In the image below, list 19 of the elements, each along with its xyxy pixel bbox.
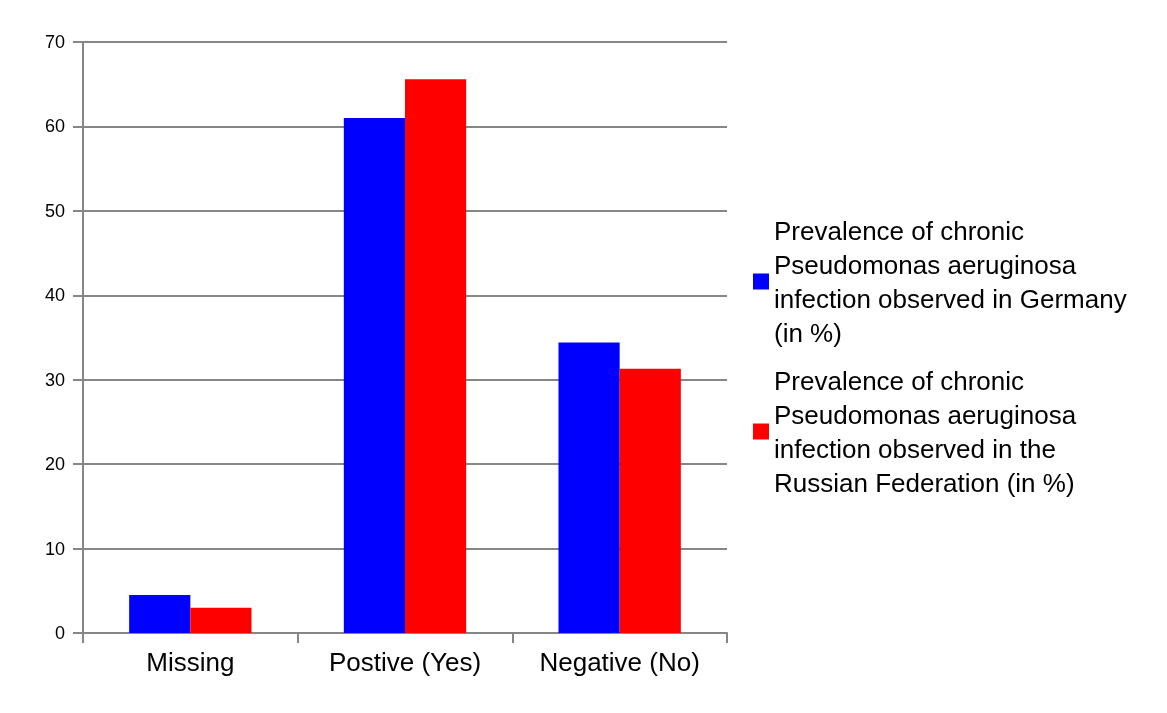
y-tick-label: 20 <box>44 454 65 475</box>
y-tick-label: 60 <box>44 116 65 137</box>
bar <box>129 595 191 633</box>
x-tick-label: Postive (Yes) <box>328 647 482 677</box>
y-tick-label: 70 <box>44 32 65 52</box>
y-tick-label: 10 <box>44 538 65 559</box>
bar <box>405 79 467 633</box>
y-tick-label: 30 <box>44 369 65 390</box>
bar <box>190 607 252 633</box>
bar <box>558 342 620 633</box>
legend-label: Prevalence of chronic Pseudomonas aeruginosa infection observed in the Russian Federation (in %) <box>774 365 1084 498</box>
x-tick-label: Negative (No) <box>539 647 700 677</box>
legend-label: Prevalence of chronic Pseudomonas aeruginosa infection observed in Germany (in %) <box>774 215 1134 348</box>
y-tick-label: 0 <box>54 623 65 643</box>
y-tick-label: 50 <box>44 200 65 221</box>
bar <box>343 117 405 633</box>
bar <box>619 368 681 633</box>
x-tick-label: Missing <box>146 647 235 677</box>
y-tick-label: 40 <box>44 285 65 306</box>
